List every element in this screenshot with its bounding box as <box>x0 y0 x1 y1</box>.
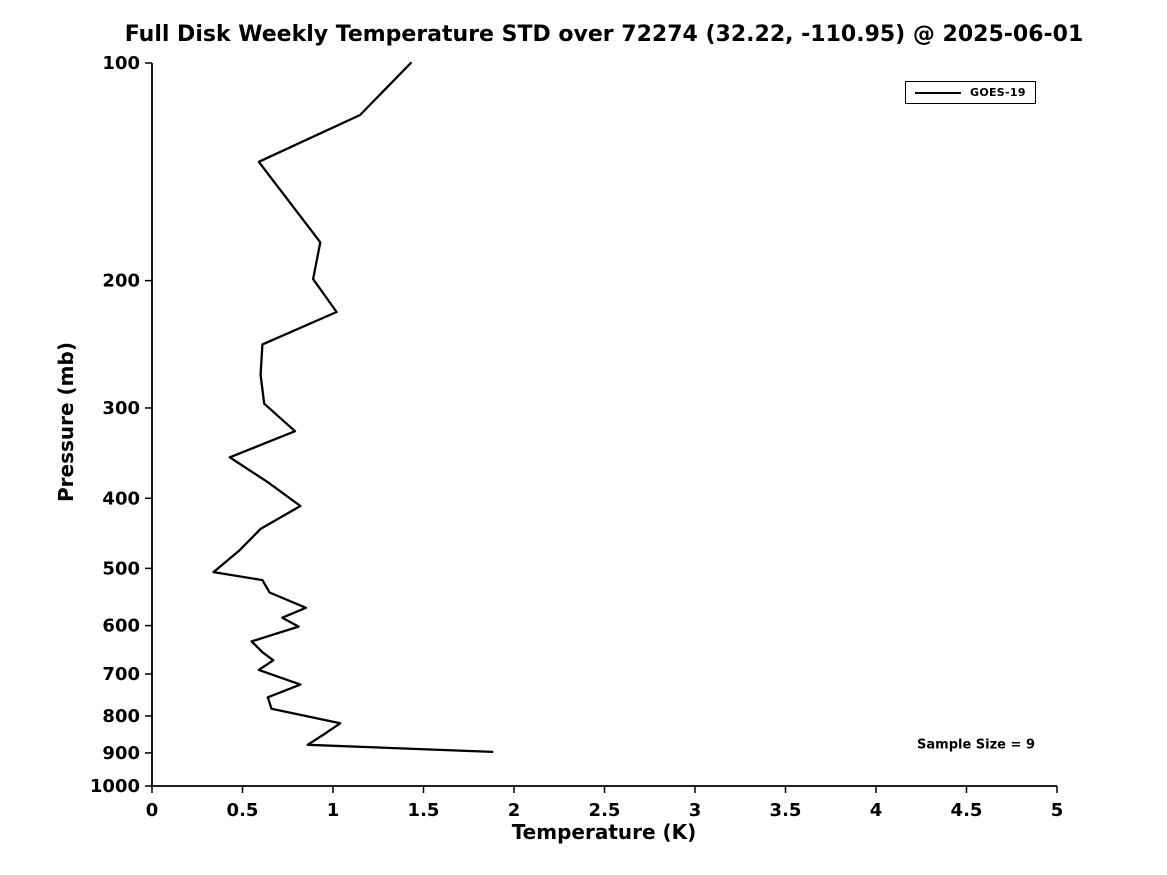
y-tick-label: 800 <box>102 706 140 727</box>
y-tick-label: 900 <box>102 743 140 764</box>
y-tick-label: 500 <box>102 558 140 579</box>
y-tick-label: 100 <box>102 53 140 74</box>
x-tick-label: 5 <box>1051 800 1064 821</box>
chart-title: Full Disk Weekly Temperature STD over 72… <box>124 22 1084 47</box>
y-tick-label: 700 <box>102 664 140 685</box>
x-tick-label: 2 <box>508 800 521 821</box>
y-tick-label: 200 <box>102 271 140 292</box>
x-tick-label: 1 <box>327 800 340 821</box>
y-tick-label: 1000 <box>90 776 140 797</box>
x-tick-label: 3 <box>689 800 702 821</box>
x-tick-label: 0 <box>146 800 159 821</box>
y-tick-label: 300 <box>102 398 140 419</box>
legend-line-icon <box>915 91 961 94</box>
x-tick-label: 0.5 <box>227 800 259 821</box>
x-tick-label: 4.5 <box>951 800 983 821</box>
x-tick-label: 4 <box>870 800 883 821</box>
x-axis-label: Temperature (K) <box>511 820 697 844</box>
x-tick-label: 1.5 <box>408 800 440 821</box>
sample-size-annotation: Sample Size = 9 <box>917 737 1035 753</box>
legend-label: GOES-19 <box>970 86 1026 99</box>
y-tick-label: 600 <box>102 616 140 637</box>
y-tick-label: 400 <box>102 488 140 509</box>
x-tick-label: 2.5 <box>589 800 621 821</box>
series-line-goes-19 <box>212 61 494 754</box>
legend: GOES-19 <box>905 81 1036 104</box>
x-tick-label: 3.5 <box>770 800 802 821</box>
